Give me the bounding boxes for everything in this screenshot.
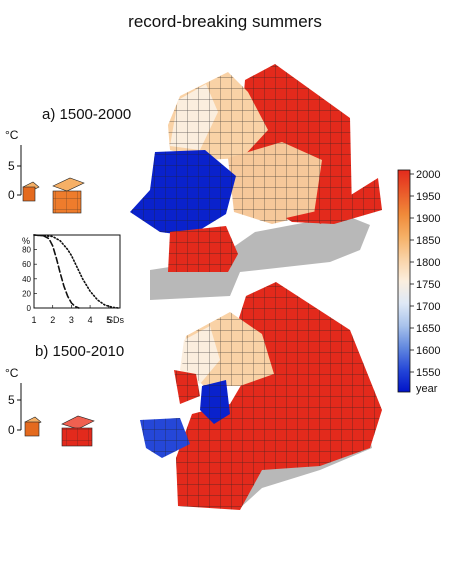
- temp-scale-b: °C 5 0: [5, 366, 95, 447]
- inset-series-dashed-line: [33, 234, 80, 309]
- inset-y-unit: %: [22, 236, 30, 246]
- colorbar: 2000 1950 1900 1850 1800 1750 1700 1650 1600 1550…: [397, 169, 440, 395]
- colorbar-year-label: year: [416, 383, 438, 395]
- inset-x-unit: SDs: [107, 315, 125, 325]
- inset-x-tick-label: 2: [50, 315, 55, 325]
- colorbar-tick-label: 1750: [416, 279, 440, 291]
- inset-y-tick-label: 0: [27, 304, 32, 313]
- colorbar-tick-label: 1800: [416, 257, 440, 269]
- inset-x-tick-label: 5: [106, 315, 111, 325]
- temp-scale-a: °C 5 0: [5, 128, 85, 214]
- sample-cube-b-left: [24, 416, 42, 437]
- temp-unit-b: °C: [5, 366, 19, 380]
- inset-frame: [33, 234, 121, 309]
- inset-x-tick-label: 1: [31, 315, 36, 325]
- inset-y-tick-label: 60: [22, 260, 31, 269]
- temp-unit-a: °C: [5, 128, 19, 142]
- figure-title: record-breaking summers: [128, 12, 322, 31]
- temp-tick-5-a: 5: [8, 159, 15, 173]
- temp-tick-0-b: 0: [8, 423, 15, 437]
- temp-tick-0-a: 0: [8, 188, 15, 202]
- colorbar-tick-label: 1600: [416, 345, 440, 357]
- sample-cube-b-right: [61, 415, 95, 447]
- colorbar-tick-label: 1700: [416, 301, 440, 313]
- panel-a-label: a) 1500-2000: [42, 106, 131, 123]
- colorbar-tick-label: 1900: [416, 213, 440, 225]
- colorbar-tick-label: 1850: [416, 235, 440, 247]
- inset-chart: 0 20 40 60 80 1 2 3 4 5 % SDs: [22, 234, 125, 325]
- sample-cube-a-left: [22, 181, 40, 202]
- temp-tick-5-b: 5: [8, 393, 15, 407]
- colorbar-gradient: [397, 169, 411, 393]
- map-panel-a: [130, 64, 382, 300]
- colorbar-tick-label: 2000: [416, 169, 440, 181]
- inset-y-tick-label: 40: [22, 275, 31, 284]
- map-panel-b: [140, 282, 382, 510]
- inset-x-tick-label: 3: [69, 315, 74, 325]
- colorbar-tick-label: 1950: [416, 191, 440, 203]
- inset-y-tick-label: 20: [22, 289, 31, 298]
- inset-series-dotted-line: [33, 234, 119, 309]
- panel-b-label: b) 1500-2010: [35, 343, 124, 360]
- colorbar-tick-label: 1550: [416, 367, 440, 379]
- inset-x-tick-label: 4: [88, 315, 93, 325]
- inset-y-tick-label: 80: [22, 246, 31, 255]
- colorbar-tick-label: 1650: [416, 323, 440, 335]
- sample-cube-a-right: [52, 177, 85, 214]
